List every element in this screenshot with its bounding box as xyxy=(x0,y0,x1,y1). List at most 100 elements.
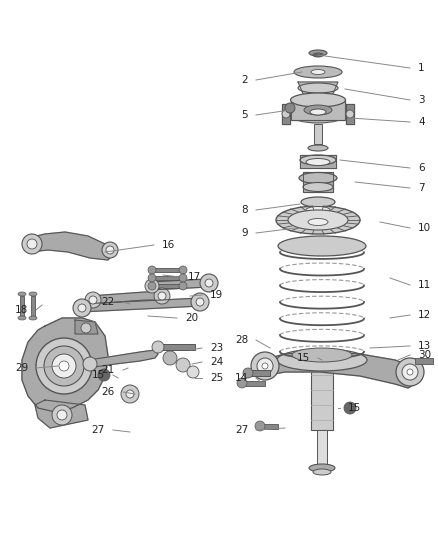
Text: 1: 1 xyxy=(418,63,424,73)
Polygon shape xyxy=(76,298,205,312)
Ellipse shape xyxy=(294,66,342,78)
Ellipse shape xyxy=(311,69,325,75)
Ellipse shape xyxy=(301,197,335,207)
Text: 5: 5 xyxy=(241,110,248,120)
Text: 19: 19 xyxy=(210,290,223,300)
Text: 27: 27 xyxy=(92,425,105,435)
Circle shape xyxy=(346,110,354,118)
Text: 26: 26 xyxy=(102,387,115,397)
Circle shape xyxy=(262,363,268,369)
Circle shape xyxy=(83,357,97,371)
Circle shape xyxy=(152,341,164,353)
Ellipse shape xyxy=(299,173,337,183)
Circle shape xyxy=(145,279,159,293)
Ellipse shape xyxy=(298,83,338,93)
Text: 30: 30 xyxy=(418,350,431,360)
Circle shape xyxy=(148,274,156,282)
Bar xyxy=(317,430,327,465)
Text: 15: 15 xyxy=(297,353,310,363)
Circle shape xyxy=(205,279,213,287)
Text: 14: 14 xyxy=(235,373,248,383)
Polygon shape xyxy=(22,318,108,412)
Text: 24: 24 xyxy=(210,357,223,367)
Circle shape xyxy=(73,299,91,317)
Circle shape xyxy=(179,274,187,282)
Bar xyxy=(150,276,185,280)
Ellipse shape xyxy=(18,292,26,296)
Bar xyxy=(258,424,278,429)
Text: 7: 7 xyxy=(418,183,424,193)
Circle shape xyxy=(255,421,265,431)
Bar xyxy=(150,284,185,288)
Text: 18: 18 xyxy=(15,305,28,315)
Ellipse shape xyxy=(306,158,330,166)
Bar xyxy=(150,268,185,272)
Text: 20: 20 xyxy=(185,313,198,323)
Bar xyxy=(311,365,333,430)
Text: 6: 6 xyxy=(418,163,424,173)
Text: 9: 9 xyxy=(241,228,248,238)
Ellipse shape xyxy=(304,105,332,115)
Text: 4: 4 xyxy=(418,117,424,127)
Text: 8: 8 xyxy=(241,205,248,215)
Polygon shape xyxy=(346,104,354,124)
Circle shape xyxy=(89,296,97,304)
Text: 27: 27 xyxy=(235,425,248,435)
Bar xyxy=(415,358,433,364)
Ellipse shape xyxy=(290,107,346,123)
Circle shape xyxy=(121,385,139,403)
Ellipse shape xyxy=(276,206,360,234)
Ellipse shape xyxy=(310,109,326,115)
Polygon shape xyxy=(298,82,338,96)
Text: 17: 17 xyxy=(188,272,201,282)
Bar xyxy=(240,381,265,386)
Bar xyxy=(20,296,24,318)
Circle shape xyxy=(148,266,156,274)
Ellipse shape xyxy=(29,292,37,296)
Circle shape xyxy=(102,242,118,258)
Circle shape xyxy=(148,282,156,290)
Ellipse shape xyxy=(288,210,348,230)
Ellipse shape xyxy=(290,100,346,116)
Text: 3: 3 xyxy=(418,95,424,105)
Circle shape xyxy=(196,298,204,306)
Polygon shape xyxy=(35,400,88,428)
Circle shape xyxy=(52,405,72,425)
Text: 12: 12 xyxy=(418,310,431,320)
Circle shape xyxy=(78,304,86,312)
Circle shape xyxy=(344,402,356,414)
Bar xyxy=(314,124,322,144)
Text: 23: 23 xyxy=(210,343,223,353)
Circle shape xyxy=(52,354,76,378)
Circle shape xyxy=(176,358,190,372)
Circle shape xyxy=(407,369,413,375)
Ellipse shape xyxy=(29,316,37,320)
Circle shape xyxy=(200,274,218,292)
Circle shape xyxy=(57,410,67,420)
Circle shape xyxy=(36,338,92,394)
Polygon shape xyxy=(85,350,158,368)
Text: 11: 11 xyxy=(418,280,431,290)
Circle shape xyxy=(81,323,91,333)
Ellipse shape xyxy=(292,348,352,362)
Ellipse shape xyxy=(300,155,336,165)
Ellipse shape xyxy=(309,464,335,472)
Bar xyxy=(155,344,195,350)
Text: 15: 15 xyxy=(92,370,105,380)
Circle shape xyxy=(98,369,110,381)
Text: 16: 16 xyxy=(162,240,175,250)
Circle shape xyxy=(85,292,101,308)
Polygon shape xyxy=(148,279,212,290)
Circle shape xyxy=(257,358,273,374)
Circle shape xyxy=(163,351,177,365)
Polygon shape xyxy=(24,232,115,260)
Circle shape xyxy=(187,366,199,378)
Circle shape xyxy=(237,378,247,388)
Ellipse shape xyxy=(303,182,333,191)
Circle shape xyxy=(396,358,424,386)
Ellipse shape xyxy=(313,53,323,57)
Text: 22: 22 xyxy=(102,297,115,307)
Ellipse shape xyxy=(306,206,330,214)
Polygon shape xyxy=(291,100,345,120)
Circle shape xyxy=(285,103,295,113)
